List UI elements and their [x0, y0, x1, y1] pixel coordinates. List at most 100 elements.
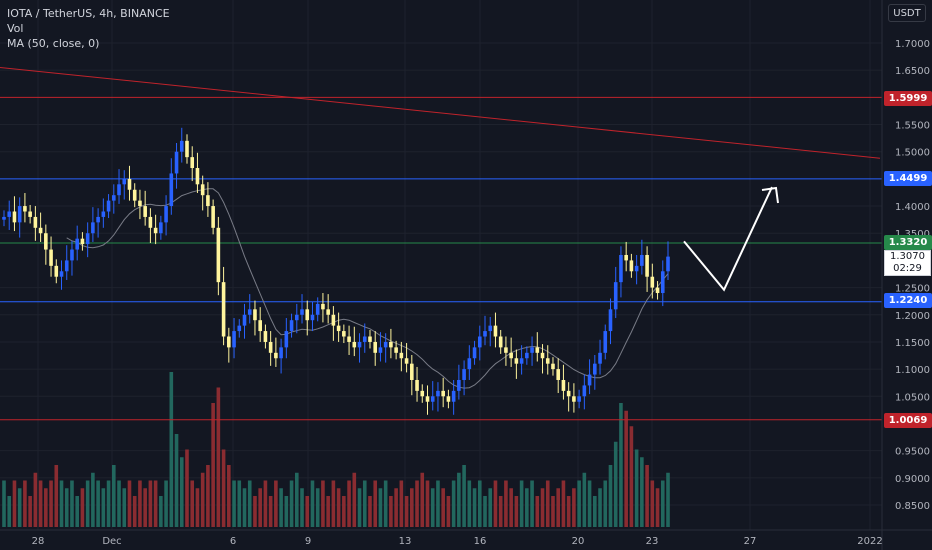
candle-body — [274, 352, 278, 359]
candle-body — [441, 390, 445, 397]
volume-bar — [153, 480, 158, 527]
candle-body — [315, 303, 320, 315]
candle-body — [624, 254, 628, 261]
volume-bar — [96, 480, 100, 527]
time-tick-label: 9 — [305, 536, 311, 547]
candle-body — [326, 309, 330, 315]
candle-body — [394, 347, 398, 353]
candle-body — [148, 216, 153, 228]
candle-body — [451, 390, 456, 402]
volume-bar — [556, 488, 561, 527]
volume-bar — [593, 496, 597, 527]
volume-bar — [336, 488, 341, 527]
volume-bar — [362, 480, 367, 527]
candle-body — [410, 363, 414, 380]
candle-body — [660, 271, 665, 294]
candle-body — [404, 358, 409, 364]
candle-body — [368, 336, 372, 342]
volume-bar — [279, 488, 283, 527]
volume-bar — [451, 480, 456, 527]
level-badge-red-top: 1.5999 — [884, 91, 932, 106]
candlesticks — [2, 127, 670, 415]
volume-bar — [483, 496, 487, 527]
volume-bar — [179, 457, 184, 527]
price-tick-label: 1.3500 — [895, 229, 930, 240]
volume-bar — [190, 480, 195, 527]
projection-arrow — [683, 186, 773, 292]
volume-bar — [634, 449, 639, 527]
candle-body — [655, 287, 660, 294]
candle-body — [59, 271, 64, 277]
volume-bar — [561, 480, 566, 527]
symbol-title[interactable]: IOTA / TetherUS, 4h, BINANCE — [7, 7, 170, 20]
candle-body — [362, 336, 367, 342]
volume-bar — [368, 496, 372, 527]
volume-bar — [23, 480, 27, 527]
volume-bar — [268, 496, 273, 527]
projection-arrowhead — [761, 186, 779, 204]
candle-body — [28, 211, 32, 217]
candle-body — [310, 314, 315, 321]
volume-bar — [64, 488, 69, 527]
volume-bar — [44, 488, 48, 527]
candle-body — [582, 385, 587, 397]
candle-body — [352, 341, 357, 348]
volume-bar — [185, 449, 189, 527]
volume-bar — [169, 372, 174, 527]
price-tick-label: 1.1000 — [895, 365, 930, 376]
candle-body — [420, 390, 425, 397]
volume-bar — [54, 465, 59, 527]
volume-bar — [289, 480, 294, 527]
candle-body — [493, 325, 498, 337]
candle-body — [195, 168, 200, 185]
volume-bar — [258, 488, 262, 527]
volume-bar — [457, 472, 461, 527]
volume-bar — [514, 496, 519, 527]
candle-body — [247, 309, 252, 315]
candle-body — [378, 347, 383, 353]
candle-body — [321, 303, 325, 310]
candle-body — [221, 282, 226, 337]
volume-bar — [12, 480, 17, 527]
volume-bar — [378, 488, 383, 527]
price-tick-label: 1.2000 — [895, 311, 930, 322]
candle-body — [666, 256, 670, 272]
currency-button[interactable]: USDT — [888, 4, 926, 22]
time-axis: 28 Dec 6 9 13 16 20 23 27 2022 — [0, 529, 932, 547]
volume-bar — [247, 480, 252, 527]
volume-bar — [587, 480, 592, 527]
level-badge-red-bottom: 1.0069 — [884, 413, 932, 428]
price-tick-label: 1.1500 — [895, 338, 930, 349]
volume-bar — [211, 403, 215, 527]
grid-lines — [0, 0, 882, 530]
candle-body — [383, 341, 388, 348]
volume-bar — [399, 480, 404, 527]
candle-body — [185, 140, 189, 158]
volume-bar — [33, 472, 38, 527]
volume-bar — [347, 480, 351, 527]
volume-legend[interactable]: Vol — [7, 22, 24, 35]
candle-body — [263, 331, 268, 342]
price-tick-label: 1.2500 — [895, 284, 930, 295]
volume-bar — [237, 480, 242, 527]
volume-bar — [85, 480, 90, 527]
chart-legend: IOTA / TetherUS, 4h, BINANCE Vol MA (50,… — [7, 6, 170, 51]
volume-bar — [577, 480, 581, 527]
time-tick-label: 6 — [230, 536, 236, 547]
candle-body — [504, 347, 508, 353]
candle-body — [613, 282, 618, 310]
candle-body — [483, 331, 487, 337]
candle-body — [509, 352, 513, 359]
volume-bar — [17, 488, 22, 527]
candle-body — [619, 254, 623, 283]
candle-body — [75, 238, 79, 250]
candle-body — [300, 309, 304, 315]
volume-bar — [101, 488, 106, 527]
volume-bar — [206, 465, 210, 527]
candle-body — [598, 352, 602, 364]
candle-body — [357, 341, 362, 348]
candle-body — [566, 390, 571, 397]
volume-bar — [498, 496, 503, 527]
ma-legend[interactable]: MA (50, close, 0) — [7, 37, 100, 50]
